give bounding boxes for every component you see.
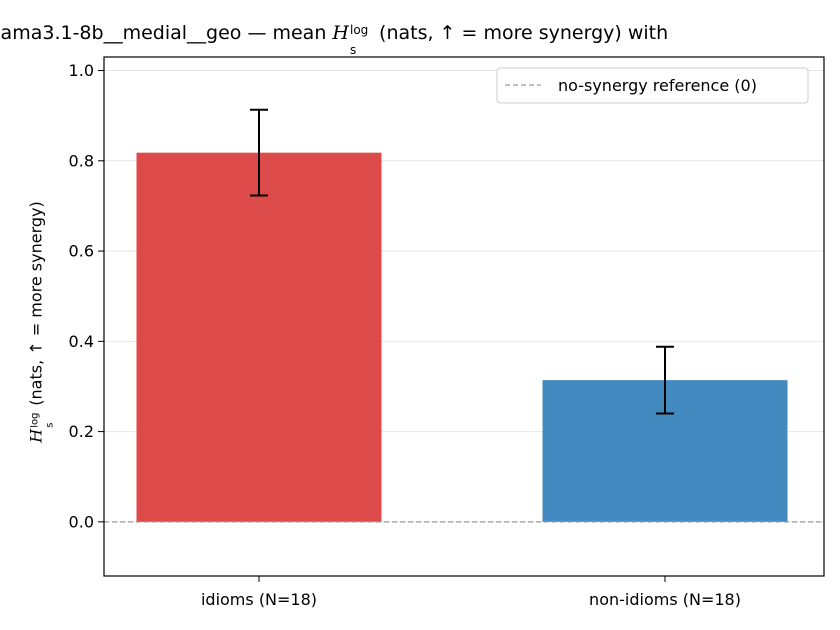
ylabel-suffix: (nats, ↑ = more synergy) — [26, 201, 46, 411]
y-tick-label: 0.4 — [69, 332, 94, 351]
ylabel-symbol: H — [26, 428, 46, 443]
y-tick-label: 0.6 — [69, 242, 94, 261]
y-tick-label: 1.0 — [69, 61, 94, 80]
y-tick-label: 0.2 — [69, 422, 94, 441]
legend-box — [496, 67, 809, 104]
title-suffix: (nats, ↑ = more synergy) with — [373, 22, 669, 44]
x-ticks: idioms (N=18) non-idioms (N=18) — [201, 576, 741, 609]
bars — [136, 152, 788, 522]
x-tick-label: idioms (N=18) — [201, 590, 317, 609]
y-tick-label: 0.8 — [69, 151, 94, 170]
x-tick-label: non-idioms (N=18) — [589, 590, 741, 609]
title-symbol: H — [332, 22, 349, 44]
ylabel-sup: log — [29, 412, 41, 428]
ylabel-sub: s — [44, 422, 56, 428]
bar — [136, 152, 382, 522]
error-bars — [250, 108, 674, 415]
y-ticks: 0.0 0.2 0.4 0.6 0.8 1.0 — [69, 61, 104, 531]
y-tick-label: 0.0 — [69, 512, 94, 531]
title-sup: log — [350, 23, 369, 37]
title-prefix: llama3.1-8b__medial__geo — mean — [0, 22, 333, 44]
plot-frame — [103, 56, 825, 577]
legend-label: no-synergy reference (0) — [558, 76, 757, 95]
legend: no-synergy reference (0) — [496, 67, 809, 104]
title-sub: s — [350, 43, 357, 57]
